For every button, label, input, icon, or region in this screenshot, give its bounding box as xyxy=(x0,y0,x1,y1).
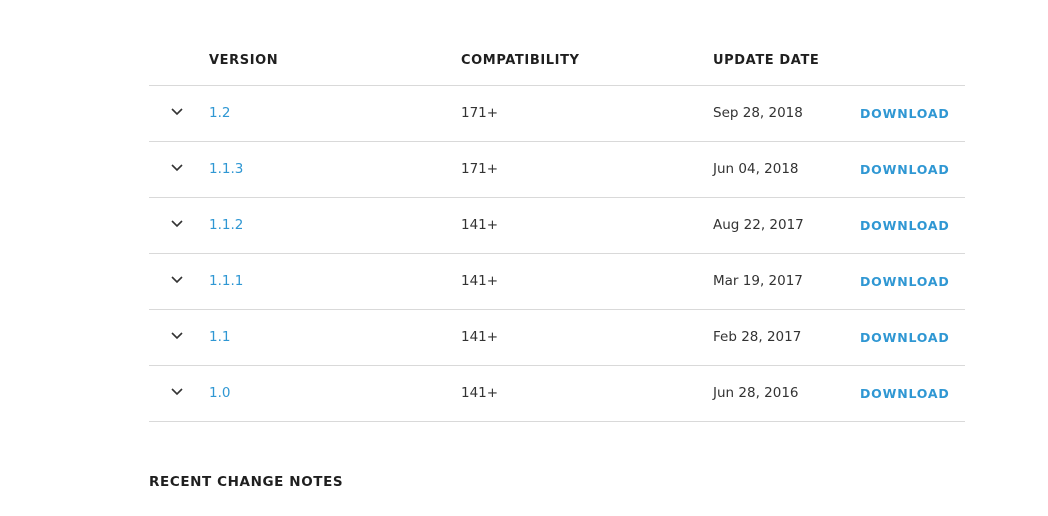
chevron-down-icon[interactable] xyxy=(171,108,183,118)
versions-table: VERSION COMPATIBILITY UPDATE DATE 1.2 17… xyxy=(149,32,965,422)
update-date-value: Sep 28, 2018 xyxy=(713,105,803,121)
chevron-down-icon[interactable] xyxy=(171,276,183,286)
download-link[interactable]: DOWNLOAD xyxy=(860,106,950,121)
download-link[interactable]: DOWNLOAD xyxy=(860,330,950,345)
table-row: 1.1.2 141+ Aug 22, 2017 DOWNLOAD xyxy=(149,198,965,254)
chevron-down-icon[interactable] xyxy=(171,164,183,174)
table-row: 1.0 141+ Jun 28, 2016 DOWNLOAD xyxy=(149,366,965,422)
header-update-date: UPDATE DATE xyxy=(713,53,820,68)
chevron-down-icon[interactable] xyxy=(171,332,183,342)
update-date-value: Jun 28, 2016 xyxy=(713,385,799,401)
change-notes-heading: RECENT CHANGE NOTES xyxy=(149,474,344,490)
update-date-value: Feb 28, 2017 xyxy=(713,329,802,345)
header-version: VERSION xyxy=(209,53,279,68)
update-date-value: Mar 19, 2017 xyxy=(713,273,803,289)
version-link[interactable]: 1.2 xyxy=(209,105,231,121)
version-link[interactable]: 1.1.2 xyxy=(209,217,244,233)
download-link[interactable]: DOWNLOAD xyxy=(860,274,950,289)
version-link[interactable]: 1.0 xyxy=(209,385,231,401)
table-row: 1.1.3 171+ Jun 04, 2018 DOWNLOAD xyxy=(149,142,965,198)
compatibility-value: 141+ xyxy=(461,217,499,233)
download-link[interactable]: DOWNLOAD xyxy=(860,218,950,233)
version-link[interactable]: 1.1.3 xyxy=(209,161,244,177)
header-compatibility: COMPATIBILITY xyxy=(461,53,580,68)
table-row: 1.2 171+ Sep 28, 2018 DOWNLOAD xyxy=(149,86,965,142)
chevron-down-icon[interactable] xyxy=(171,388,183,398)
version-link[interactable]: 1.1 xyxy=(209,329,231,345)
table-row: 1.1.1 141+ Mar 19, 2017 DOWNLOAD xyxy=(149,254,965,310)
update-date-value: Jun 04, 2018 xyxy=(713,161,799,177)
table-header: VERSION COMPATIBILITY UPDATE DATE xyxy=(149,32,965,86)
compatibility-value: 171+ xyxy=(461,105,499,121)
version-link[interactable]: 1.1.1 xyxy=(209,273,244,289)
update-date-value: Aug 22, 2017 xyxy=(713,217,804,233)
download-link[interactable]: DOWNLOAD xyxy=(860,162,950,177)
download-link[interactable]: DOWNLOAD xyxy=(860,386,950,401)
compatibility-value: 171+ xyxy=(461,161,499,177)
compatibility-value: 141+ xyxy=(461,385,499,401)
compatibility-value: 141+ xyxy=(461,329,499,345)
table-row: 1.1 141+ Feb 28, 2017 DOWNLOAD xyxy=(149,310,965,366)
chevron-down-icon[interactable] xyxy=(171,220,183,230)
compatibility-value: 141+ xyxy=(461,273,499,289)
